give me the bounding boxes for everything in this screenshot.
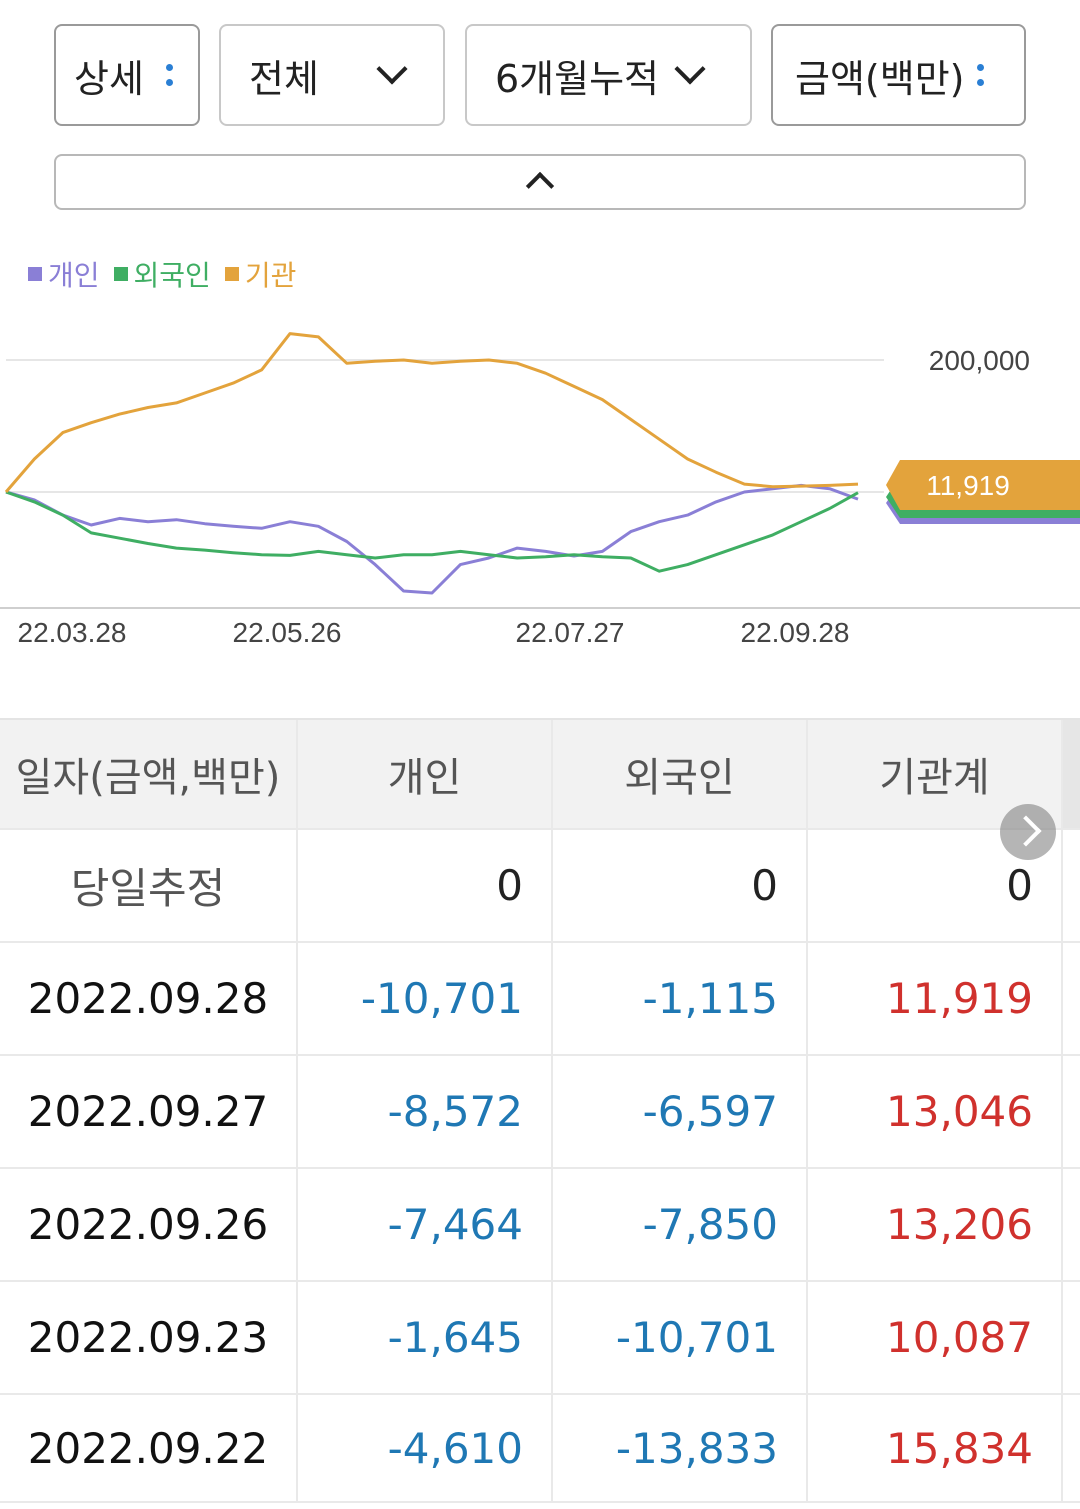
table-header-row: 일자(금액,백만) 개인 외국인 기관계 <box>0 718 1080 830</box>
cell-individual: 0 <box>298 830 553 941</box>
chart-legend: 개인 외국인 기관 <box>28 254 296 294</box>
investor-table: 일자(금액,백만) 개인 외국인 기관계 당일추정 0 0 0 2022.09.… <box>0 718 1080 1503</box>
header-institution: 기관계 <box>808 720 1063 828</box>
x-tick-label: 22.07.27 <box>516 617 625 648</box>
detail-menu-button[interactable]: 상세 <box>54 24 200 126</box>
legend-item-foreign: 외국인 <box>113 254 211 294</box>
investor-trend-chart: 200,000 11,919 22.03.28 22.05.26 22.07.2… <box>0 332 1080 648</box>
legend-label: 개인 <box>48 259 100 292</box>
legend-label: 외국인 <box>133 259 211 292</box>
period-dropdown[interactable]: 6개월누적 <box>465 24 752 126</box>
cell-tail <box>1063 943 1080 1054</box>
table-row: 2022.09.27 -8,572 -6,597 13,046 <box>0 1056 1080 1169</box>
cell-date: 2022.09.27 <box>0 1056 298 1167</box>
legend-label: 기관 <box>244 259 297 292</box>
cell-date: 2022.09.23 <box>0 1282 298 1393</box>
legend-swatch <box>224 267 239 281</box>
legend-swatch <box>113 267 128 281</box>
header-foreign: 외국인 <box>553 720 808 828</box>
kebab-icon <box>165 56 174 94</box>
chevron-up-icon <box>525 171 555 201</box>
cell-individual: -1,645 <box>298 1282 553 1393</box>
cell-tail <box>1063 1282 1080 1393</box>
legend-item-individual: 개인 <box>28 254 100 294</box>
cell-date: 당일추정 <box>0 830 298 941</box>
cell-institution: 13,206 <box>808 1169 1063 1280</box>
last-value-tag: 11,919 <box>886 460 1080 524</box>
unit-menu-button[interactable]: 금액(백만) <box>771 24 1026 126</box>
cell-date: 2022.09.28 <box>0 943 298 1054</box>
header-individual: 개인 <box>298 720 553 828</box>
x-tick-label: 22.09.28 <box>741 617 850 648</box>
chevron-down-icon <box>376 53 408 85</box>
cell-foreign: -1,115 <box>553 943 808 1054</box>
scroll-right-button[interactable] <box>1000 804 1056 860</box>
series-line-foreign <box>5 490 859 573</box>
cell-date: 2022.09.26 <box>0 1169 298 1280</box>
chevron-down-icon <box>674 53 706 85</box>
cell-foreign: -13,833 <box>553 1395 808 1501</box>
y-tick-label: 200,000 <box>929 345 1030 376</box>
table-row: 2022.09.22 -4,610 -13,833 15,834 <box>0 1395 1080 1503</box>
table-row: 2022.09.28 -10,701 -1,115 11,919 <box>0 943 1080 1056</box>
kebab-icon <box>976 56 985 94</box>
x-tick-label: 22.05.26 <box>233 617 342 648</box>
last-value-label: 11,919 <box>926 470 1010 501</box>
all-dropdown[interactable]: 전체 <box>219 24 445 126</box>
period-label: 6개월누적 <box>495 56 660 101</box>
detail-label: 상세 <box>74 56 144 101</box>
cell-institution: 15,834 <box>808 1395 1063 1501</box>
cell-tail <box>1063 1169 1080 1280</box>
cell-individual: -4,610 <box>298 1395 553 1501</box>
cell-foreign: -6,597 <box>553 1056 808 1167</box>
legend-swatch <box>28 267 42 281</box>
cell-institution: 10,087 <box>808 1282 1063 1393</box>
cell-tail <box>1063 1056 1080 1167</box>
unit-label: 금액(백만) <box>795 56 965 101</box>
x-tick-label: 22.03.28 <box>18 617 127 648</box>
series-line-individual <box>5 483 859 595</box>
series-line-institution <box>4 332 859 493</box>
cell-foreign: 0 <box>553 830 808 941</box>
filter-bar: 상세 전체 6개월누적 금액(백만) <box>54 24 1026 126</box>
cell-date: 2022.09.22 <box>0 1395 298 1501</box>
table-row: 2022.09.26 -7,464 -7,850 13,206 <box>0 1169 1080 1282</box>
cell-tail <box>1063 1395 1080 1501</box>
header-tail <box>1063 720 1080 828</box>
legend-item-institution: 기관 <box>224 254 297 294</box>
collapse-chart-button[interactable] <box>54 154 1026 210</box>
all-label: 전체 <box>249 56 319 101</box>
cell-tail <box>1063 830 1080 941</box>
header-date: 일자(금액,백만) <box>0 720 298 828</box>
table-row: 2022.09.23 -1,645 -10,701 10,087 <box>0 1282 1080 1395</box>
cell-individual: -10,701 <box>298 943 553 1054</box>
cell-individual: -8,572 <box>298 1056 553 1167</box>
cell-institution: 0 <box>808 830 1063 941</box>
cell-institution: 11,919 <box>808 943 1063 1054</box>
cell-foreign: -10,701 <box>553 1282 808 1393</box>
cell-institution: 13,046 <box>808 1056 1063 1167</box>
tag-institution <box>886 460 1080 510</box>
cell-individual: -7,464 <box>298 1169 553 1280</box>
cell-foreign: -7,850 <box>553 1169 808 1280</box>
table-row: 당일추정 0 0 0 <box>0 830 1080 943</box>
series-group <box>4 332 859 595</box>
